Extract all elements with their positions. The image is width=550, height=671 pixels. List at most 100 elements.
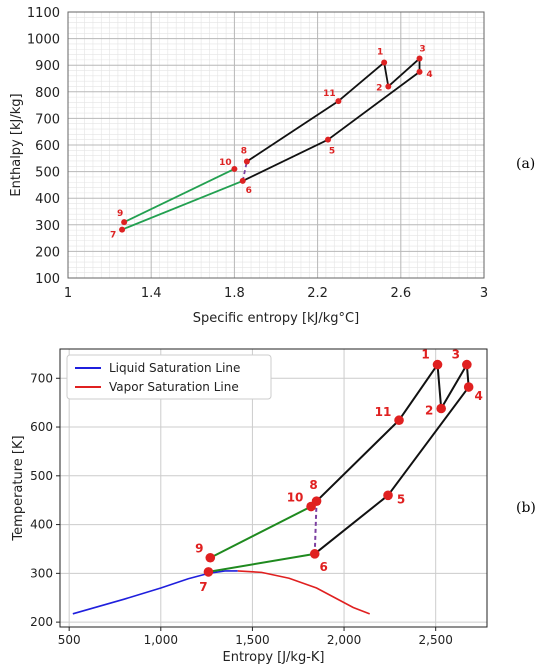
chart-a-point-8 [243, 158, 250, 165]
chart-a-point-label: 2 [376, 83, 382, 93]
chart-b-point-9 [205, 552, 216, 563]
chart-a-point-7 [119, 226, 126, 233]
chart-b: 500 1,000 1,500 2,000 2,500 200 300 400 500 600 70… [11, 348, 536, 665]
chart-b-regenerator-line [208, 552, 315, 573]
chart-b-vapor-saturation-line [237, 570, 370, 615]
chart-b-point-label: 2 [425, 404, 433, 418]
chart-b-point-label: 9 [195, 542, 203, 556]
chart-a-x-tick-label: 1.4 [141, 286, 162, 301]
chart-b-x-tick-label: 500 [58, 633, 81, 647]
chart-a-point-label: 10 [219, 158, 232, 168]
chart-b-point-3 [462, 359, 472, 370]
chart-a-x-tick-label: 1 [64, 286, 72, 301]
chart-b-point-label: 7 [199, 580, 207, 594]
chart-b-regenerator-line [209, 505, 312, 559]
chart-b-point-label: 4 [474, 389, 482, 403]
chart-a-y-tick-label: 200 [35, 245, 60, 260]
chart-a-y-tick-label: 300 [35, 219, 60, 234]
chart-a-grid [67, 11, 485, 279]
chart-b-point-1 [432, 359, 443, 370]
chart-a-point-label: 7 [110, 231, 116, 241]
chart-b-point-label: 11 [375, 405, 392, 419]
chart-b-legend-entry: Vapor Saturation Line [109, 380, 239, 394]
chart-a-y-tick-label: 100 [35, 272, 60, 287]
chart-a-point-label: 1 [377, 48, 383, 58]
chart-a-point-11 [335, 98, 342, 105]
chart-a-regenerator-line [123, 168, 235, 223]
chart-a: 1 1.4 1.8 2.2 2.6 3 100 200 300 400 500 600 700 800 90… [9, 6, 535, 326]
chart-a-cycle-line [242, 57, 421, 182]
chart-b-legend: Liquid Saturation Line Vapor Saturation L… [66, 354, 272, 400]
chart-b-legend-entry: Liquid Saturation Line [109, 361, 240, 375]
chart-b-point-5 [383, 490, 393, 501]
chart-a-point-1 [381, 59, 388, 66]
chart-a-point-label: 3 [419, 45, 425, 55]
chart-a-point-6 [239, 177, 246, 184]
chart-a-y-tick-label: 700 [35, 112, 60, 127]
chart-b-point-4 [463, 382, 474, 392]
chart-a-x-tick-label: 2.2 [307, 286, 328, 301]
chart-b-point-label: 1 [421, 348, 429, 362]
chart-a-points: 1 2 3 4 5 6 7 8 9 10 11 [110, 45, 433, 241]
chart-b-point-label: 6 [320, 560, 328, 574]
chart-b-y-tick-label: 300 [30, 566, 53, 580]
chart-b-point-7 [203, 567, 214, 577]
chart-a-point-label: 11 [323, 89, 336, 99]
chart-b-liquid-saturation-line [72, 570, 238, 615]
chart-b-points: 1 2 3 4 5 6 7 8 9 10 11 [195, 348, 483, 594]
chart-b-x-tick-label: 1,000 [144, 633, 178, 647]
chart-a-point-5 [325, 136, 331, 143]
chart-b-x-axis-label: Entropy [J/kg-K] [223, 650, 325, 665]
chart-b-point-label: 8 [309, 478, 317, 492]
chart-a-x-tick-label: 1.8 [224, 286, 245, 301]
chart-a-point-label: 5 [329, 147, 335, 157]
chart-a-panel-label: (a) [516, 156, 535, 172]
chart-a-dashed-line [241, 161, 248, 182]
chart-a-point-10 [231, 165, 238, 172]
chart-a-y-tick-label: 500 [35, 166, 60, 181]
chart-a-point-label: 4 [426, 70, 432, 80]
chart-a-y-tick-label: 900 [35, 59, 60, 74]
chart-b-ticks: 500 1,000 1,500 2,000 2,500 200 300 400 500 600 70… [30, 371, 453, 647]
chart-b-dashed-line [313, 501, 318, 554]
chart-a-regenerator-line [121, 180, 244, 231]
chart-a-point-3 [416, 55, 423, 62]
chart-a-y-tick-label: 800 [35, 86, 60, 101]
chart-b-panel-label: (b) [516, 500, 536, 516]
chart-b-lines [72, 363, 470, 615]
chart-a-y-tick-label: 1100 [27, 6, 60, 21]
chart-a-x-tick-label: 3 [480, 286, 488, 301]
chart-b-plot-area [59, 348, 488, 628]
chart-b-point-6 [309, 549, 320, 559]
chart-b-point-label: 5 [397, 492, 405, 506]
chart-b-legend-box [66, 354, 272, 400]
chart-a-y-tick-label: 1000 [27, 33, 60, 48]
chart-b-cycle-line [315, 364, 439, 502]
chart-a-point-label: 6 [246, 186, 252, 196]
chart-b-y-axis-label: Temperature [K] [11, 435, 26, 541]
chart-a-y-axis-label: Enthalpy [kJ/kg] [9, 93, 24, 196]
chart-b-y-tick-label: 500 [30, 469, 53, 483]
chart-a-ticks: 1 1.4 1.8 2.2 2.6 3 100 200 300 400 500 600 700 800 90… [27, 6, 488, 301]
chart-b-cycle-line [314, 363, 470, 555]
chart-b-x-tick-label: 2,500 [419, 633, 453, 647]
chart-a-y-tick-label: 400 [35, 192, 60, 207]
chart-a-point-label: 8 [241, 146, 247, 156]
chart-b-point-10 [306, 501, 316, 512]
chart-a-x-tick-label: 2.6 [390, 286, 411, 301]
chart-a-point-4 [416, 68, 423, 75]
chart-b-point-label: 3 [452, 348, 460, 362]
chart-b-grid [60, 349, 487, 627]
chart-b-point-label: 10 [287, 491, 304, 505]
chart-b-y-tick-label: 200 [30, 615, 53, 629]
chart-b-point-2 [436, 403, 446, 414]
chart-a-x-axis-label: Specific entropy [kJ/kg°C] [193, 311, 359, 326]
chart-b-y-tick-label: 600 [30, 420, 53, 434]
chart-b-x-tick-label: 1,500 [235, 633, 269, 647]
chart-b-point-11 [394, 415, 404, 426]
chart-a-y-tick-label: 600 [35, 139, 60, 154]
chart-a-lines [121, 57, 421, 231]
chart-a-plot-area [67, 11, 485, 279]
chart-b-y-tick-label: 700 [30, 371, 53, 385]
